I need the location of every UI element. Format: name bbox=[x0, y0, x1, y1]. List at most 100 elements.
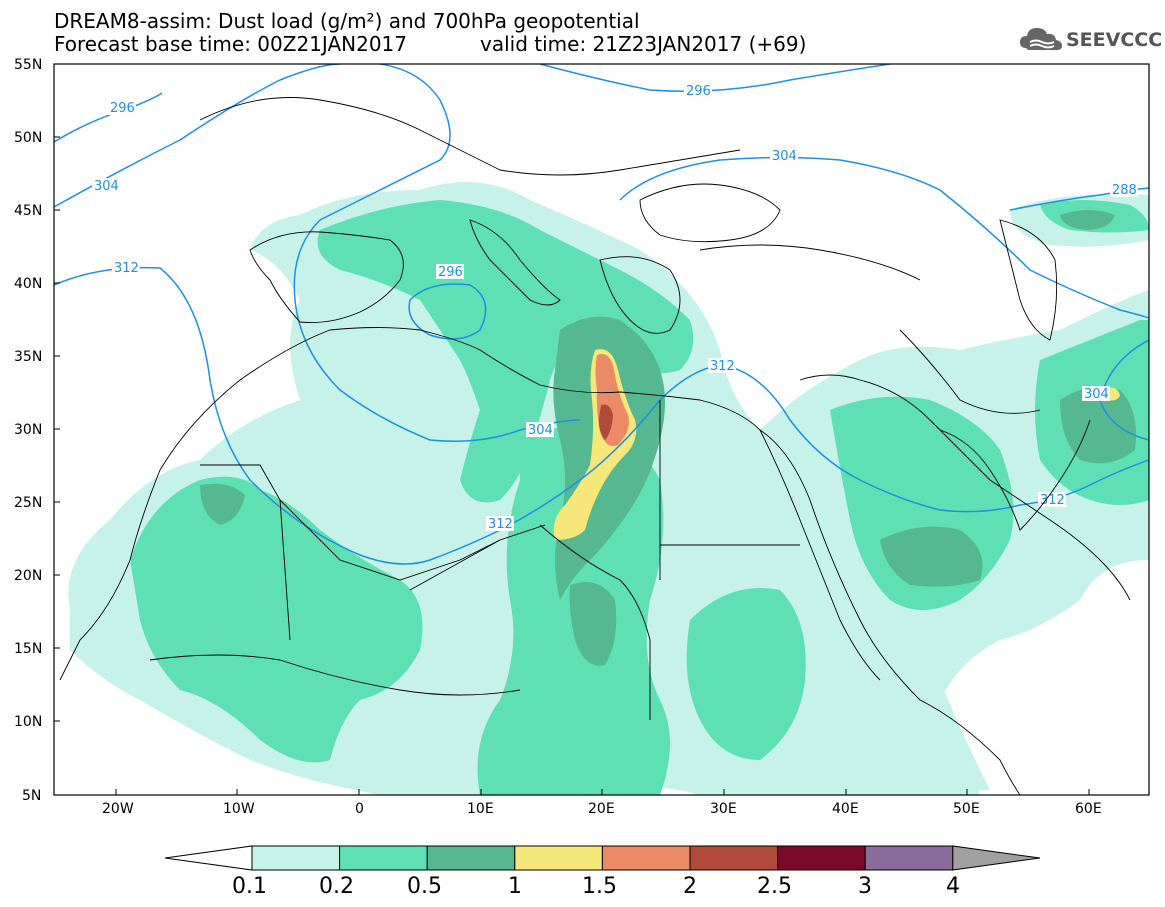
contour-labels: 296 304 312 296 296 304 288 312 304 304 … bbox=[92, 83, 1138, 532]
contour-label: 312 bbox=[710, 359, 735, 374]
colorbar-label: 0.5 bbox=[407, 874, 442, 899]
colorbar-bin bbox=[689, 845, 779, 871]
contour-label: 288 bbox=[1112, 183, 1137, 198]
dust-region-dark-gulf bbox=[1060, 386, 1136, 464]
colorbar-label: 1.5 bbox=[582, 874, 617, 899]
lat-label: 30N bbox=[14, 422, 42, 438]
lat-label: 10N bbox=[14, 714, 42, 730]
dust-field bbox=[68, 182, 1149, 795]
colorbar-label: 2 bbox=[683, 874, 697, 899]
axis-ticks bbox=[54, 63, 1090, 796]
coastline-italy bbox=[469, 219, 561, 306]
colorbar-label: 1 bbox=[508, 874, 522, 899]
dust-region-green bbox=[130, 476, 423, 763]
coastline-persian-gulf bbox=[939, 419, 1091, 531]
contour-label: 312 bbox=[488, 517, 513, 532]
colorbar-bin bbox=[777, 845, 866, 871]
border-iran bbox=[899, 329, 1041, 414]
dust-region-dark-west bbox=[200, 483, 245, 525]
colorbar-over-arrow bbox=[952, 845, 1041, 871]
lat-label: 55N bbox=[14, 57, 42, 73]
colorbar-label: 2.5 bbox=[757, 874, 792, 899]
dust-region-dark-arabia bbox=[880, 526, 983, 587]
lon-label: 10W bbox=[223, 801, 255, 817]
coastline-iberia bbox=[249, 231, 404, 323]
coastline-red-sea bbox=[759, 429, 881, 681]
geopotential-contours bbox=[54, 64, 1149, 565]
contour-label: 296 bbox=[438, 265, 463, 280]
contour-label: 304 bbox=[94, 179, 119, 194]
contour-label: 296 bbox=[110, 101, 135, 116]
lon-label: 40E bbox=[832, 801, 859, 817]
dust-region-green-sudan bbox=[686, 588, 806, 760]
dust-region-brown bbox=[598, 404, 613, 440]
lon-label: 50E bbox=[953, 801, 980, 817]
cloud-icon bbox=[1020, 28, 1062, 50]
lat-label: 35N bbox=[14, 349, 42, 365]
coastline-europe-north bbox=[199, 97, 741, 176]
colorbar-bin bbox=[601, 845, 691, 871]
colorbar-label: 0.2 bbox=[319, 874, 354, 899]
lat-label: 20N bbox=[14, 568, 42, 584]
colorbar-label: 3 bbox=[858, 874, 872, 899]
colorbar-bin bbox=[251, 845, 341, 871]
coastlines bbox=[59, 97, 1131, 795]
lon-label: 60E bbox=[1075, 801, 1102, 817]
contour-label: 312 bbox=[114, 261, 139, 276]
lon-label: 30E bbox=[710, 801, 737, 817]
colorbar-label: 0.1 bbox=[232, 874, 267, 899]
lat-label: 40N bbox=[14, 276, 42, 292]
lat-label: 15N bbox=[14, 641, 42, 657]
lon-label: 10E bbox=[467, 801, 494, 817]
contour-296-loop bbox=[408, 283, 487, 340]
border-algeria-mali bbox=[279, 499, 501, 581]
border-turkey bbox=[699, 244, 921, 281]
forecast-base-time: Forecast base time: 00Z21JAN2017 bbox=[54, 32, 407, 56]
lat-label: 25N bbox=[14, 495, 42, 511]
colorbar-bin bbox=[426, 845, 516, 871]
contour-304-west bbox=[54, 64, 581, 442]
colorbar-bin bbox=[864, 845, 954, 871]
dust-region-green-north bbox=[317, 200, 694, 503]
border-sahel bbox=[149, 654, 521, 696]
lon-label: 20E bbox=[588, 801, 615, 817]
contour-label: 296 bbox=[686, 84, 711, 99]
lat-label: 50N bbox=[14, 130, 42, 146]
seevccc-logo bbox=[1018, 22, 1148, 58]
contour-label: 312 bbox=[1040, 493, 1065, 508]
colorbar-label: 4 bbox=[946, 874, 960, 899]
dust-region-light-horn bbox=[847, 648, 990, 795]
border-niger bbox=[409, 524, 546, 591]
coastline-west-africa bbox=[59, 469, 161, 681]
coastline-black-sea bbox=[639, 183, 781, 243]
colorbar: 0.1 0.2 0.5 1 1.5 2 2.5 3 4 bbox=[164, 845, 1041, 899]
contour-296-east bbox=[539, 64, 891, 92]
chart-title: DREAM8-assim: Dust load (g/m²) and 700hP… bbox=[54, 9, 640, 33]
lon-label: 0 bbox=[355, 801, 364, 817]
logo-text: SEEVCCC bbox=[1066, 29, 1163, 51]
dust-region-dark-chad bbox=[569, 582, 617, 666]
lat-label: 45N bbox=[14, 203, 42, 219]
dust-region-dark-caspian bbox=[1060, 210, 1115, 230]
contour-304-east bbox=[619, 156, 1149, 319]
colorbar-bin bbox=[514, 845, 603, 871]
latitude-labels: 55N 50N 45N 40N 35N 30N 25N 20N 15N 10N … bbox=[14, 57, 42, 804]
longitude-labels: 20W 10W 0 10E 20E 30E 40E 50E 60E bbox=[102, 801, 1102, 817]
lat-label: 5N bbox=[22, 788, 41, 804]
colorbar-under-arrow bbox=[164, 845, 253, 871]
border-sudan-chad bbox=[539, 524, 651, 720]
contour-label: 304 bbox=[1084, 387, 1109, 402]
contour-312-west bbox=[54, 266, 1149, 565]
valid-time: valid time: 21Z23JAN2017 (+69) bbox=[480, 32, 807, 56]
coastline-north-africa bbox=[159, 327, 1021, 795]
coastline-caspian bbox=[999, 219, 1058, 341]
contour-label: 304 bbox=[772, 149, 797, 164]
coastline-greece bbox=[599, 256, 681, 334]
coastline-arabia bbox=[799, 374, 1131, 601]
border-mauritania bbox=[200, 464, 291, 641]
contour-label: 304 bbox=[528, 423, 553, 438]
colorbar-bin bbox=[339, 845, 428, 871]
dust-region-yellow-small bbox=[1108, 387, 1120, 401]
lon-label: 20W bbox=[102, 801, 134, 817]
